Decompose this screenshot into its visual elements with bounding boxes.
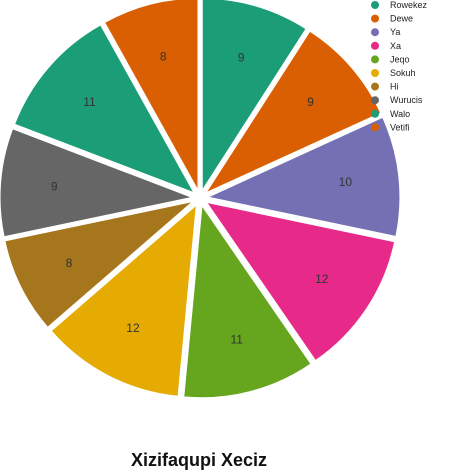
legend-item: Ya xyxy=(371,27,400,37)
legend-swatch xyxy=(371,28,379,37)
slice-value-label: 10 xyxy=(339,175,353,189)
slice-value-label: 11 xyxy=(83,95,96,109)
legend-label: Walo xyxy=(390,109,410,119)
legend-swatch xyxy=(371,1,379,9)
legend-label: Xa xyxy=(390,41,401,51)
pie-slice-sokuh xyxy=(50,203,197,397)
legend-item: Rowekez xyxy=(371,0,428,10)
legend-label: Dewe xyxy=(390,14,413,24)
legend-label: Vetifi xyxy=(390,122,410,132)
legend-label: Wurucis xyxy=(390,95,423,105)
slice-value-label: 9 xyxy=(51,179,58,193)
slice-value-label: 9 xyxy=(238,51,245,65)
slice-value-label: 12 xyxy=(126,321,140,335)
slice-value-label: 8 xyxy=(66,256,73,270)
legend-item: Dewe xyxy=(371,14,413,24)
legend-label: Hi xyxy=(390,82,399,92)
legend-item: Xa xyxy=(371,41,401,51)
legend-swatch xyxy=(371,123,379,132)
legend-swatch xyxy=(371,96,379,105)
pie-slice-ya xyxy=(206,116,401,238)
legend: Rowekez Dewe Ya Xa Jeqo Sokuh Hi Wurucis Walo Vet… xyxy=(371,0,428,132)
pie-slice-wurucis xyxy=(0,128,194,238)
legend-label: Rowekez xyxy=(390,0,428,10)
pie-slice-hi xyxy=(4,200,195,328)
legend-swatch xyxy=(371,55,379,64)
slice-value-label: 8 xyxy=(160,49,167,63)
legend-label: Sokuh xyxy=(390,68,416,78)
slice-value-label: 11 xyxy=(230,333,243,347)
pie-slice-vetifi xyxy=(103,0,199,193)
legend-item: Vetifi xyxy=(371,122,410,132)
legend-item: Sokuh xyxy=(371,68,416,78)
pie-slice-jeqo xyxy=(183,204,312,399)
legend-label: Jeqo xyxy=(390,54,410,64)
pie-slices xyxy=(0,0,401,399)
legend-item: Walo xyxy=(371,109,410,119)
slice-labels: 9 9 10 12 11 12 8 9 11 8 xyxy=(51,49,352,346)
pie-slice-dewe xyxy=(204,30,382,194)
legend-item: Wurucis xyxy=(371,95,423,105)
chart-title: Xizifaqupi Xeciz xyxy=(130,450,268,470)
legend-swatch xyxy=(371,82,379,91)
legend-label: Ya xyxy=(390,27,400,37)
pie-slice-walo xyxy=(13,24,196,194)
legend-item: Hi xyxy=(371,82,399,92)
slice-value-label: 9 xyxy=(307,95,314,109)
slice-value-label: 12 xyxy=(315,272,329,286)
legend-swatch xyxy=(371,41,379,50)
pie-slice-xa xyxy=(205,201,396,362)
legend-swatch xyxy=(371,109,379,118)
pie-slice-rowekez xyxy=(201,0,307,193)
legend-swatch xyxy=(371,14,379,23)
legend-item: Jeqo xyxy=(371,54,410,64)
legend-swatch xyxy=(371,69,379,77)
